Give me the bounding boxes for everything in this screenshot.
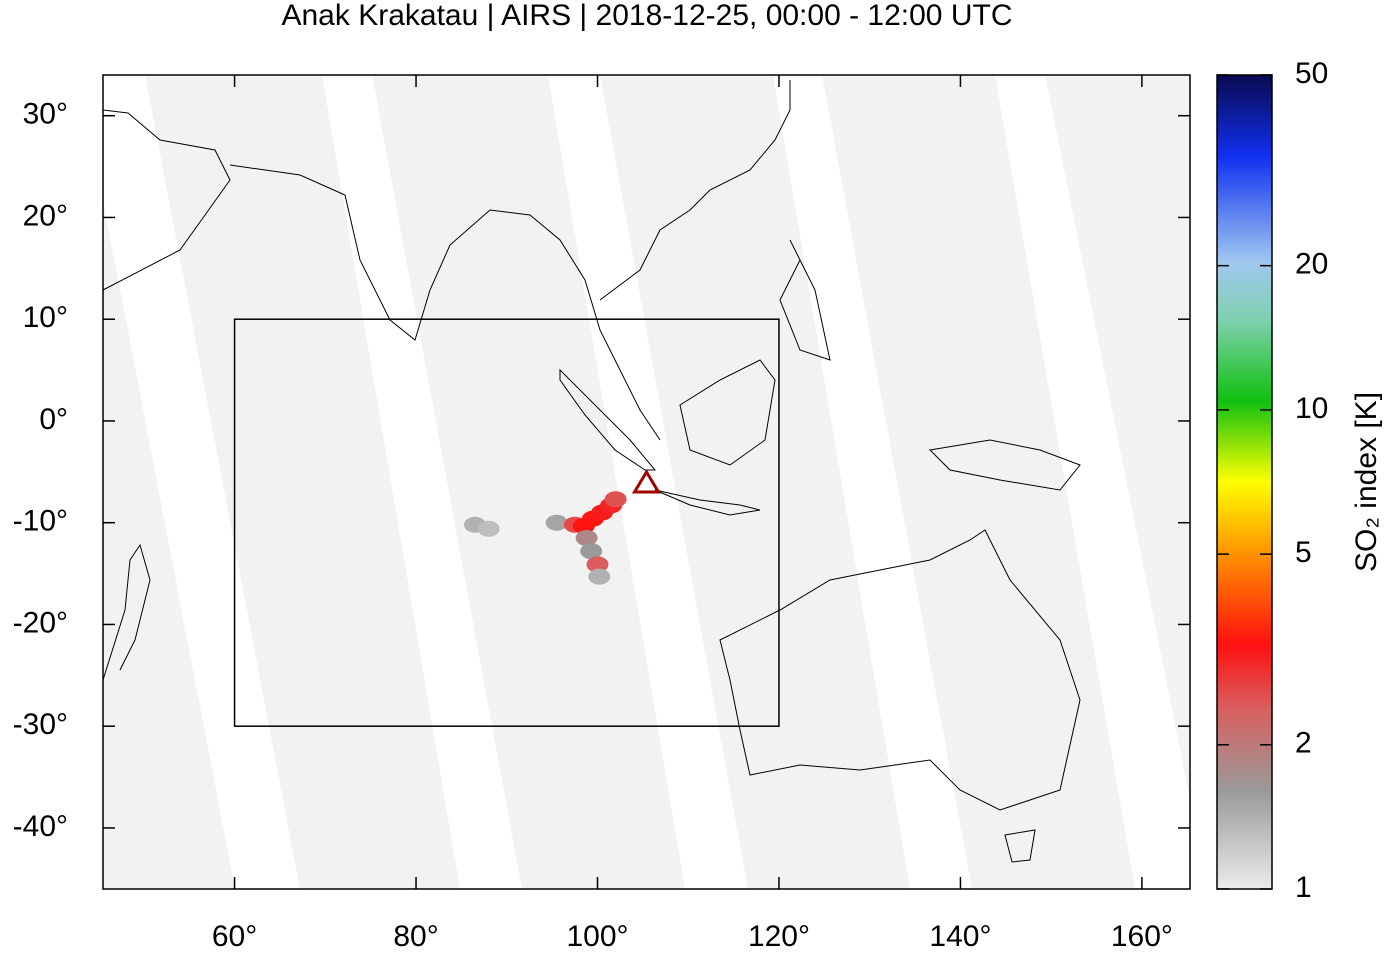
coastline — [599, 80, 791, 301]
x-tick-label: 60° — [212, 920, 257, 950]
region-box — [233, 318, 780, 727]
y-tick-label: 20° — [23, 199, 68, 232]
y-tick-label: 30° — [23, 98, 68, 131]
coastline — [1004, 829, 1036, 863]
map-title: Anak Krakatau | AIRS | 2018-12-25, 00:00… — [281, 0, 1012, 32]
coastline — [654, 489, 761, 516]
coastline — [102, 109, 231, 291]
coastline — [928, 439, 1081, 491]
so2-pixel — [477, 520, 500, 537]
orbit-gap — [548, 75, 748, 889]
y-tick-label: 0° — [39, 403, 68, 436]
x-tick-label: 140° — [929, 920, 991, 950]
colorbar-label: SO₂ index [K] — [1350, 392, 1383, 572]
map-frame — [102, 74, 1191, 890]
coastlines — [102, 80, 1081, 863]
so2-pixel — [545, 514, 568, 531]
y-tick-label: -10° — [13, 505, 68, 538]
coastline — [719, 529, 1081, 811]
coastline — [102, 543, 151, 681]
orbit-gap — [995, 75, 1190, 889]
colorbar — [1216, 74, 1273, 890]
x-tick-label: 80° — [393, 920, 438, 950]
colorbar-tick-label: 10 — [1295, 392, 1328, 425]
orbit-gap — [322, 75, 522, 889]
coastline — [679, 359, 776, 466]
coastline — [229, 164, 661, 441]
y-tick-label: -20° — [13, 606, 68, 639]
x-tick-label: 100° — [566, 920, 628, 950]
so2-pixel — [580, 543, 603, 560]
colorbar-tick-label: 1 — [1295, 871, 1312, 904]
y-tick-label: 10° — [23, 301, 68, 334]
colorbar-tick-label: 5 — [1295, 536, 1312, 569]
coastline — [779, 239, 831, 361]
data-layer — [233, 318, 780, 727]
so2-pixel — [586, 556, 609, 573]
x-tick-label: 120° — [748, 920, 810, 950]
colorbar-tick-label: 2 — [1295, 727, 1312, 760]
orbit-gap — [103, 75, 300, 889]
orbit-gap — [773, 75, 972, 889]
volcano-marker — [631, 469, 662, 494]
y-tick-label: -40° — [13, 810, 68, 843]
coastline — [559, 368, 657, 471]
colorbar-tick-label: 20 — [1295, 248, 1328, 281]
orbit-gaps — [103, 75, 1190, 889]
x-tick-label: 160° — [1111, 920, 1173, 950]
colorbar-tick-label: 50 — [1295, 57, 1328, 90]
so2-pixel — [588, 568, 611, 585]
so2-pixel — [575, 529, 598, 546]
y-tick-label: -30° — [13, 708, 68, 741]
so2-pixel — [604, 491, 627, 508]
ticks — [103, 75, 1190, 889]
